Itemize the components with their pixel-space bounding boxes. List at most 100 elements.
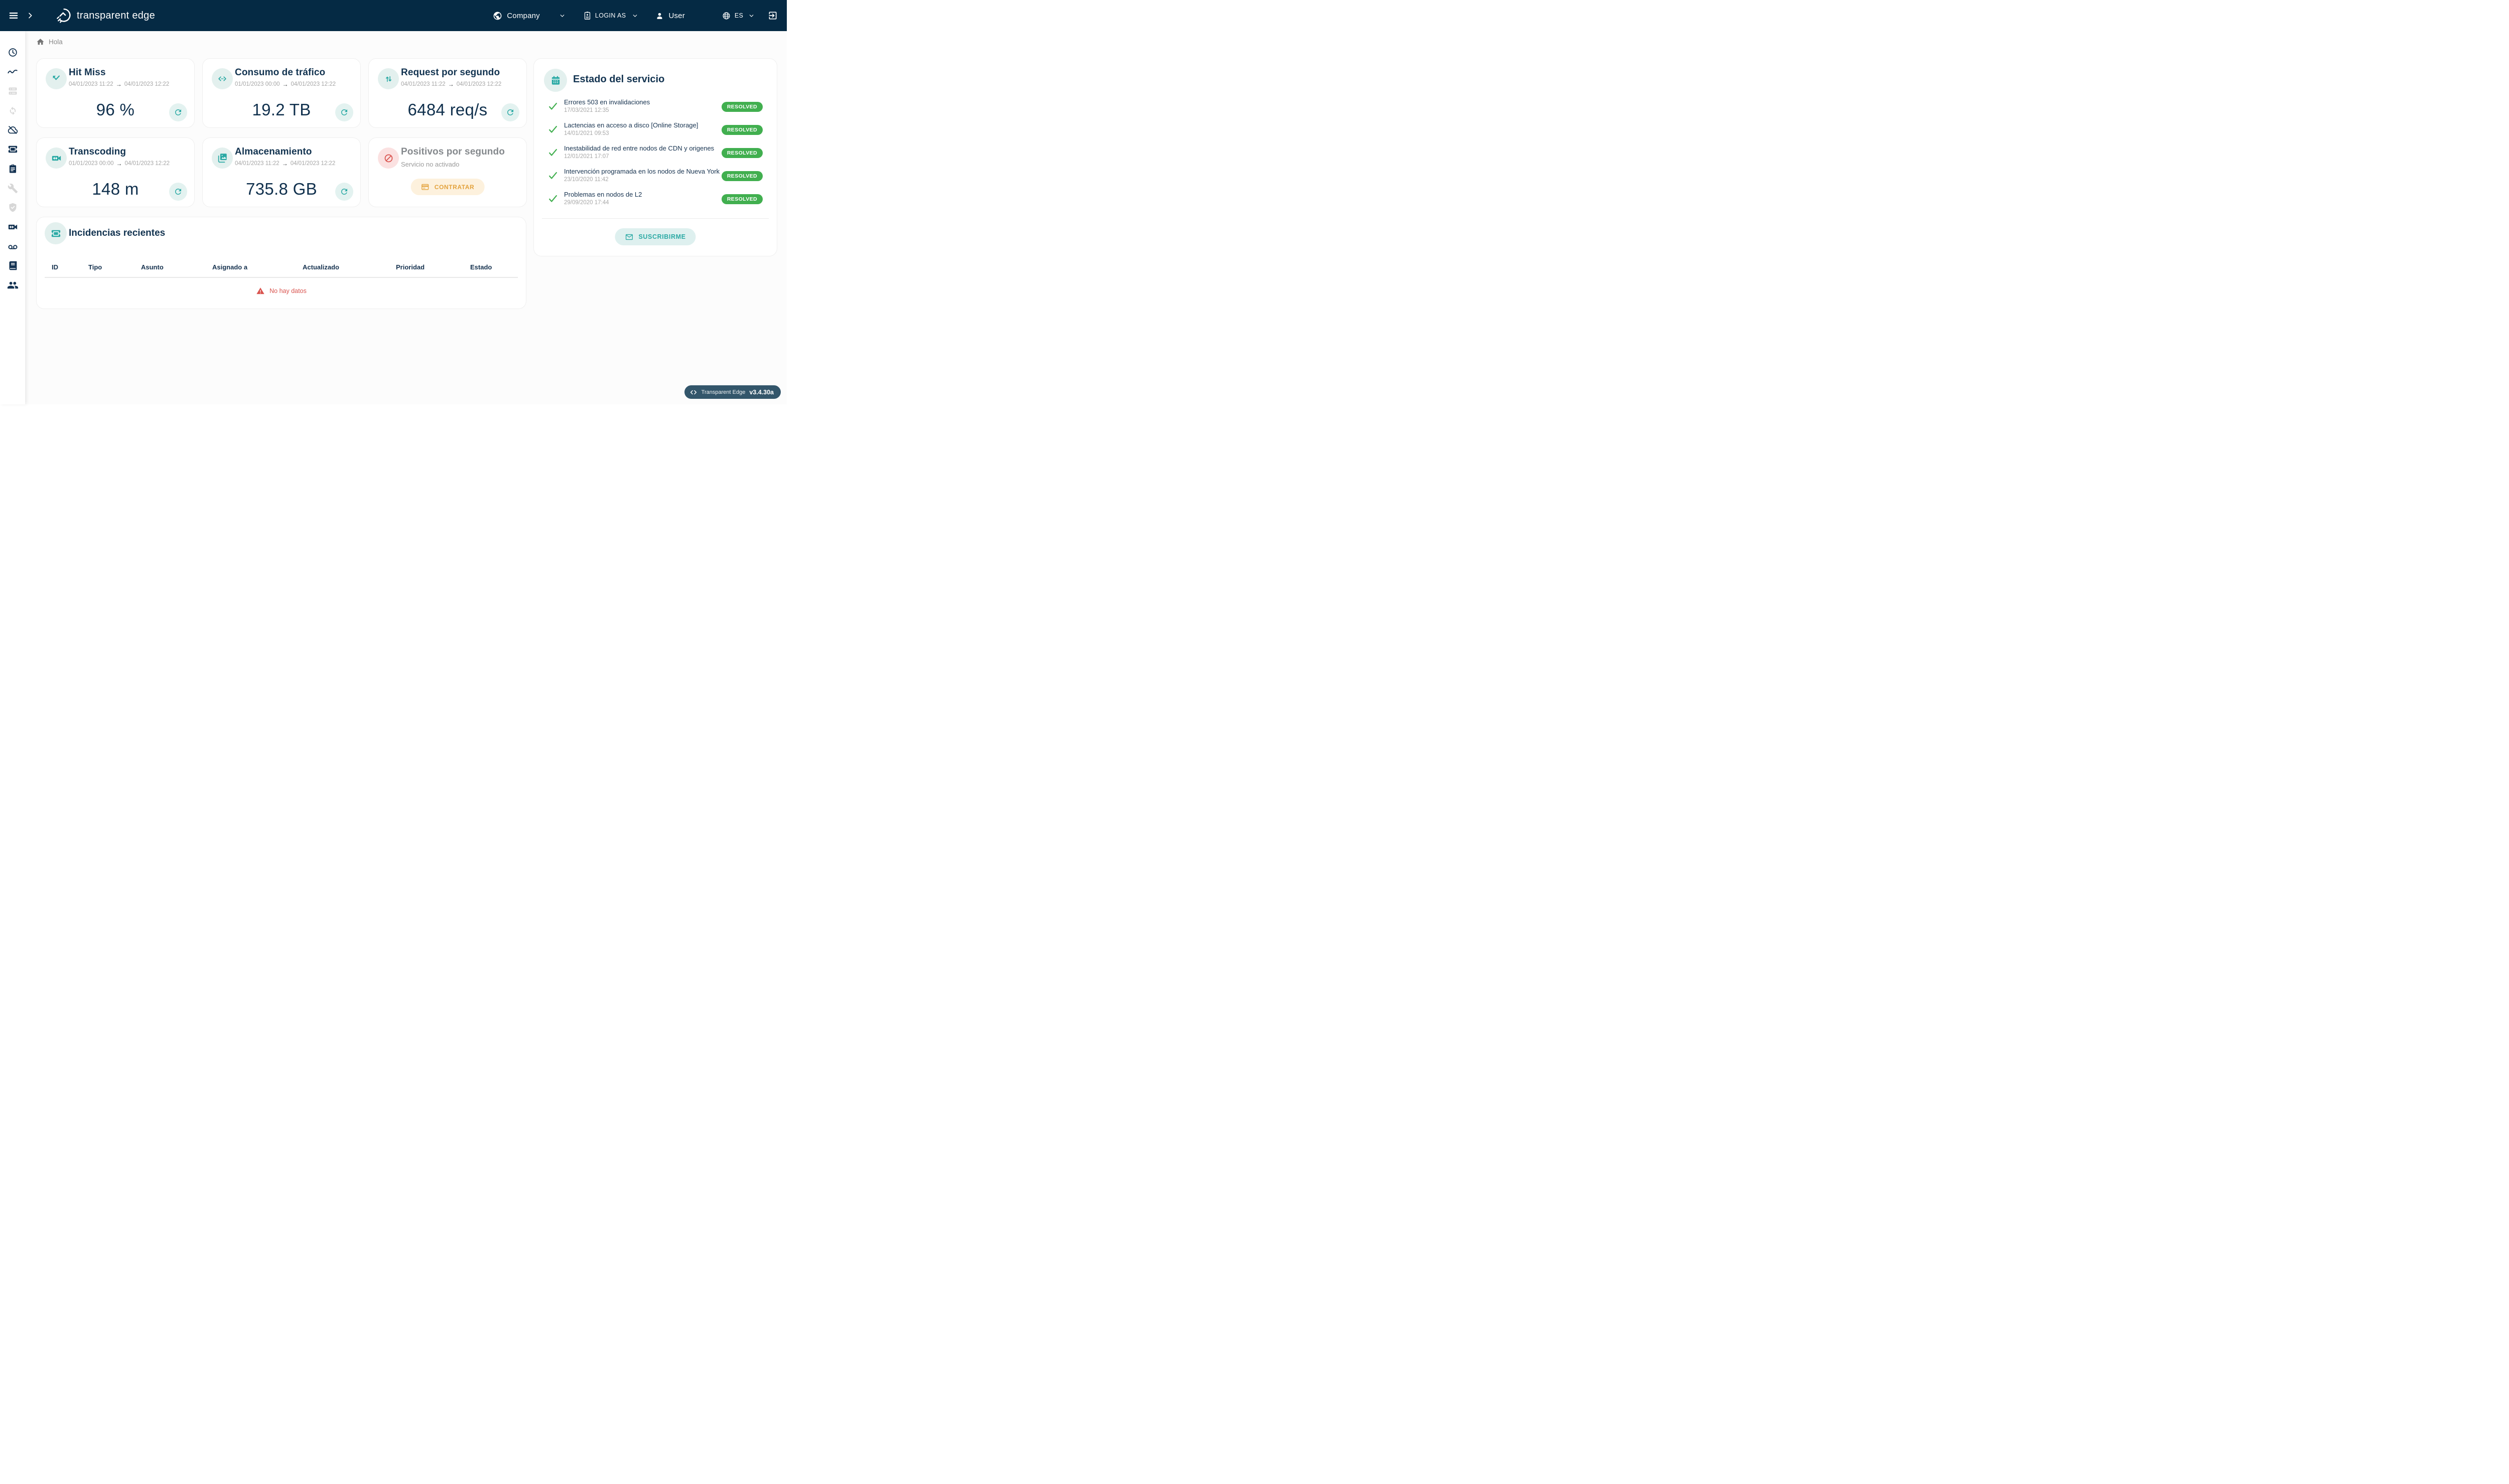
recent-incidents-panel: Incidencias recientes ID Tipo Asunto Asi… xyxy=(36,217,526,309)
sidebar-item-history[interactable] xyxy=(3,43,22,62)
refresh-button[interactable] xyxy=(501,103,519,121)
sidebar-item-security[interactable] xyxy=(3,198,22,218)
column-header-id[interactable]: ID xyxy=(52,263,58,271)
incidents-title: Incidencias recientes xyxy=(69,228,165,239)
sidebar-item-transcoding[interactable] xyxy=(3,217,22,237)
videocam-icon xyxy=(7,221,19,233)
status-badge: RESOLVED xyxy=(722,171,763,181)
shield-check-icon xyxy=(8,202,18,213)
sidebar-item-purge[interactable] xyxy=(3,101,22,120)
sidebar-item-vod[interactable] xyxy=(3,237,22,256)
mail-icon xyxy=(625,233,633,241)
positives-card: Positivos por segundo Servicio no activa… xyxy=(368,137,527,207)
date-to: 04/01/2023 12:22 xyxy=(291,161,336,167)
status-badge: RESOLVED xyxy=(722,148,763,158)
company-label: Company xyxy=(507,12,540,20)
sidebar-item-tasks[interactable] xyxy=(3,159,22,179)
sidebar-item-incidents[interactable] xyxy=(3,139,22,159)
chevron-down-icon xyxy=(559,13,566,19)
refresh-button[interactable] xyxy=(169,103,187,121)
breadcrumb[interactable]: Hola xyxy=(36,38,63,46)
column-header-asunto[interactable]: Asunto xyxy=(141,263,164,271)
column-header-estado[interactable]: Estado xyxy=(470,263,492,271)
card-title: Positivos por segundo xyxy=(401,146,505,158)
column-header-actualizado[interactable]: Actualizado xyxy=(303,263,339,271)
refresh-button[interactable] xyxy=(335,103,353,121)
sidebar-item-statistics[interactable] xyxy=(3,62,22,82)
status-item-date: 14/01/2021 09:53 xyxy=(564,130,715,136)
status-list: Errores 503 en invalidaciones17/03/2021 … xyxy=(534,98,777,213)
login-as-selector[interactable]: LOGIN AS xyxy=(584,11,639,21)
sidebar-item-services[interactable] xyxy=(3,81,22,101)
date-from: 04/01/2023 11:22 xyxy=(235,161,280,167)
check-icon xyxy=(547,193,559,204)
version-badge[interactable]: Transparent Edge v3.4.30a xyxy=(684,385,781,399)
column-header-prioridad[interactable]: Prioridad xyxy=(396,263,425,271)
company-selector[interactable]: Company xyxy=(493,11,566,21)
status-badge: RESOLVED xyxy=(722,194,763,204)
logout-button[interactable] xyxy=(768,11,778,21)
status-item-date: 23/10/2020 11:42 xyxy=(564,177,715,183)
company-globe-icon xyxy=(493,11,502,21)
logout-icon xyxy=(768,11,778,21)
status-panel-title: Estado del servicio xyxy=(573,74,664,85)
subscribe-button[interactable]: SUSCRIBIRME xyxy=(615,228,695,245)
check-icon xyxy=(547,147,559,158)
sidebar-expand-button[interactable] xyxy=(26,12,34,20)
refresh-button[interactable] xyxy=(335,183,353,201)
divider xyxy=(542,218,769,219)
date-to: 04/01/2023 12:22 xyxy=(457,81,502,87)
chart-wave-icon xyxy=(7,66,18,77)
login-as-badge-icon xyxy=(584,11,591,21)
sidebar-item-docs[interactable] xyxy=(3,256,22,276)
sidebar-item-cloud-off[interactable] xyxy=(3,120,22,140)
calendar-icon xyxy=(550,75,562,86)
refresh-button[interactable] xyxy=(169,183,187,201)
card-date-range: 04/01/2023 11:22 → 04/01/2023 12:22 xyxy=(401,81,501,88)
card-title: Consumo de tráfico xyxy=(235,67,325,78)
status-item-date: 12/01/2021 17:07 xyxy=(564,154,715,160)
main-content: Hola Hit Miss 04/01/2023 11:22 → 04/01/2… xyxy=(25,31,787,404)
card-title: Hit Miss xyxy=(69,67,106,78)
rps-card: Request por segundo 04/01/2023 11:22 → 0… xyxy=(368,58,527,128)
left-sidebar xyxy=(0,31,25,404)
status-item-title: Intervención programada en los nodos de … xyxy=(564,168,715,175)
sidebar-item-users[interactable] xyxy=(3,275,22,295)
refresh-icon xyxy=(340,108,349,117)
chevron-down-icon xyxy=(748,13,755,19)
status-item-title: Lactencias en acceso a disco [Online Sto… xyxy=(564,121,715,129)
clipboard-icon xyxy=(8,164,18,174)
sidebar-item-tools[interactable] xyxy=(3,179,22,198)
incidents-icon-wrap xyxy=(45,222,67,244)
language-selector[interactable]: ES xyxy=(722,12,755,20)
card-title: Request por segundo xyxy=(401,67,500,78)
subscribe-label: SUSCRIBIRME xyxy=(638,233,685,240)
clock-icon xyxy=(8,47,18,58)
dashboard-page: transparent edge Company LOGIN AS User E… xyxy=(0,0,787,404)
column-header-tipo[interactable]: Tipo xyxy=(88,263,102,271)
brand-logo[interactable]: transparent edge xyxy=(55,7,155,24)
service-status-panel: Estado del servicio Errores 503 en inval… xyxy=(533,58,777,256)
check-icon xyxy=(547,101,559,112)
logo-mark xyxy=(55,7,72,24)
card-date-range: 01/01/2023 00:00 → 04/01/2023 12:22 xyxy=(69,160,170,167)
user-menu[interactable]: User xyxy=(655,12,684,20)
hamburger-menu-button[interactable] xyxy=(8,10,19,21)
empty-state-label: No hay datos xyxy=(269,287,307,294)
date-to: 04/01/2023 12:22 xyxy=(124,81,170,87)
check-icon xyxy=(547,124,559,135)
contract-button[interactable]: CONTRATAR xyxy=(411,179,485,195)
status-item[interactable]: Lactencias en acceso a disco [Online Sto… xyxy=(534,121,777,144)
status-badge: RESOLVED xyxy=(722,125,763,135)
status-item[interactable]: Errores 503 en invalidaciones17/03/2021 … xyxy=(534,98,777,121)
refresh-icon xyxy=(506,108,515,117)
refresh-icon xyxy=(174,108,183,117)
card-date-range: 04/01/2023 11:22 → 04/01/2023 12:22 xyxy=(235,160,335,167)
status-item[interactable]: Inestabilidad de red entre nodos de CDN … xyxy=(534,144,777,167)
arrow-glyph: → xyxy=(116,160,122,167)
status-item[interactable]: Intervención programada en los nodos de … xyxy=(534,167,777,190)
column-header-asignado[interactable]: Asignado a xyxy=(212,263,247,271)
traffic-icon-wrap xyxy=(212,68,233,89)
status-item[interactable]: Problemas en nodos de L229/09/2020 17:44… xyxy=(534,190,777,213)
transcoding-icon-wrap xyxy=(46,147,67,169)
